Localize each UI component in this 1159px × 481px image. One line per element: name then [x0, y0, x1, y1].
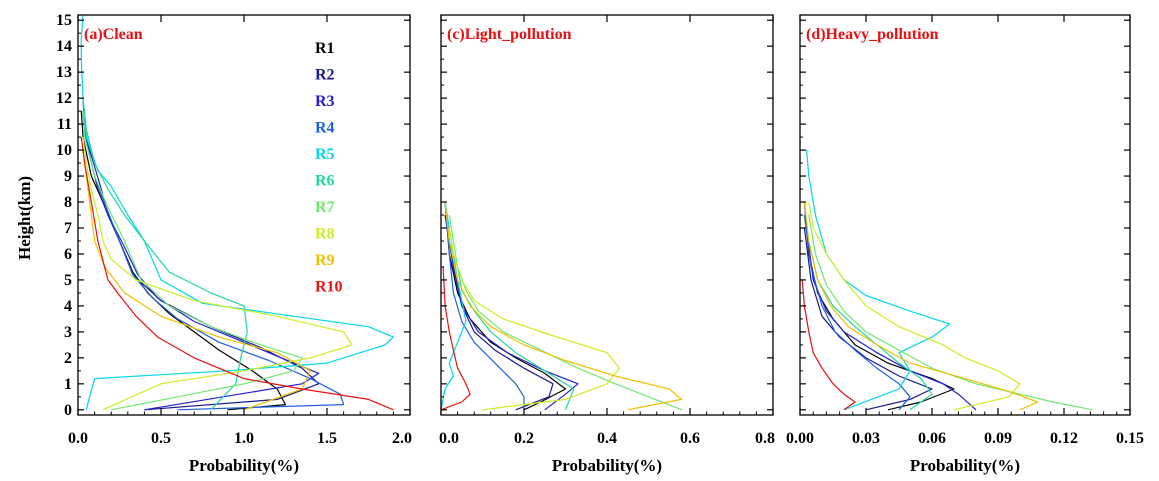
legend-entry-r7: R7	[315, 199, 335, 216]
x-tick-label: 0.0	[439, 430, 459, 447]
x-tick-label: 1.0	[234, 430, 254, 447]
legend-entry-r4: R4	[315, 120, 335, 137]
plot-frame	[799, 14, 1131, 416]
legend-entry-r5: R5	[315, 146, 335, 163]
x-tick-label: 0.4	[597, 430, 617, 447]
series-line-r8	[448, 227, 621, 411]
y-tick-label: 8	[64, 194, 72, 211]
series-line-r9	[444, 201, 683, 411]
x-tick-label: 0.06	[918, 430, 946, 447]
y-tick-label: 4	[64, 298, 72, 315]
x-tick-label: 0.00	[786, 430, 814, 447]
series-line-r4	[444, 201, 525, 410]
x-tick-label: 0.15	[1116, 430, 1144, 447]
y-tick-label: 1	[64, 376, 72, 393]
panel-title: (a)Clean	[84, 26, 143, 43]
series-line-r7	[448, 214, 682, 411]
x-tick-label: 0.2	[514, 430, 534, 447]
x-tick-label: 0.09	[984, 430, 1012, 447]
x-tick-label: 0.03	[852, 430, 880, 447]
x-tick-label: 0.5	[151, 430, 171, 447]
x-tick-label: 0.0	[68, 430, 88, 447]
legend-entry-r3: R3	[315, 93, 335, 110]
series-line-r2	[82, 111, 320, 411]
y-tick-label: 14	[56, 38, 72, 55]
chart-panel-3: 0.00 0.03 0.06 0.09 0.12 0.15 (d)Heavy_polluti…	[786, 14, 1144, 475]
x-tick-label: 2.0	[392, 430, 412, 447]
x-tick-label: 0.6	[680, 430, 700, 447]
y-axis-label: Height(km)	[15, 176, 34, 260]
series-line-r6	[808, 240, 933, 411]
legend-entry-r2: R2	[315, 67, 335, 84]
legend-entry-r8: R8	[315, 226, 335, 243]
series-line-r10	[801, 279, 856, 411]
x-axis-label: Probability(%)	[189, 456, 299, 475]
series-line-r8	[82, 137, 353, 411]
legend-entry-r10: R10	[315, 279, 343, 296]
y-tick-label: 10	[56, 142, 72, 159]
legend-entry-r1: R1	[315, 40, 335, 57]
y-tick-label: 6	[64, 246, 72, 263]
chart-panel-2: 0.0 0.2 0.4 0.6 0.8 (c)Light_pollution Probabi…	[439, 14, 775, 475]
series-line-r2	[444, 214, 554, 411]
y-tick-label: 12	[56, 90, 72, 107]
series-line-r6	[82, 98, 248, 411]
y-tick-label: 9	[64, 168, 72, 185]
plot-frame	[440, 14, 774, 416]
series-line-r9	[82, 150, 311, 411]
x-axis-label: Probability(%)	[552, 456, 662, 475]
y-tick-label: 15	[56, 12, 72, 29]
y-tick-label: 5	[64, 272, 72, 289]
y-tick-label: 7	[64, 220, 72, 237]
y-tick-label: 3	[64, 324, 72, 341]
series-line-r10	[80, 137, 394, 411]
series-line-r9	[803, 201, 1039, 411]
series-line-r5	[806, 150, 951, 411]
series-line-r10	[440, 266, 471, 411]
series-line-r4	[803, 214, 911, 411]
series-line-r3	[444, 214, 579, 411]
y-tick-label: 0	[64, 402, 72, 419]
x-tick-label: 1.5	[317, 430, 337, 447]
series-line-r1	[803, 201, 955, 411]
x-axis-label: Probability(%)	[910, 456, 1020, 475]
y-tick-label: 11	[57, 116, 72, 133]
y-tick-label: 2	[64, 350, 72, 367]
series-line-r8	[808, 201, 1021, 411]
panels: 0.0 0.5 1.0 1.5 2.00123456789101112131415(a)…	[56, 12, 1144, 475]
y-tick-label: 13	[56, 64, 72, 81]
panel-title: (c)Light_pollution	[447, 26, 572, 43]
series-line-r7	[82, 111, 303, 411]
chart-panel-1: 0.0 0.5 1.0 1.5 2.00123456789101112131415(a)…	[56, 12, 412, 475]
legend-entry-r6: R6	[315, 173, 335, 190]
x-tick-label: 0.12	[1050, 430, 1078, 447]
series-line-r7	[808, 214, 1093, 411]
series-line-r2	[803, 227, 933, 411]
series-line-r5	[80, 14, 394, 410]
legend-entry-r9: R9	[315, 252, 335, 269]
x-tick-label: 0.8	[755, 430, 775, 447]
panel-title: (d)Heavy_pollution	[806, 26, 939, 43]
